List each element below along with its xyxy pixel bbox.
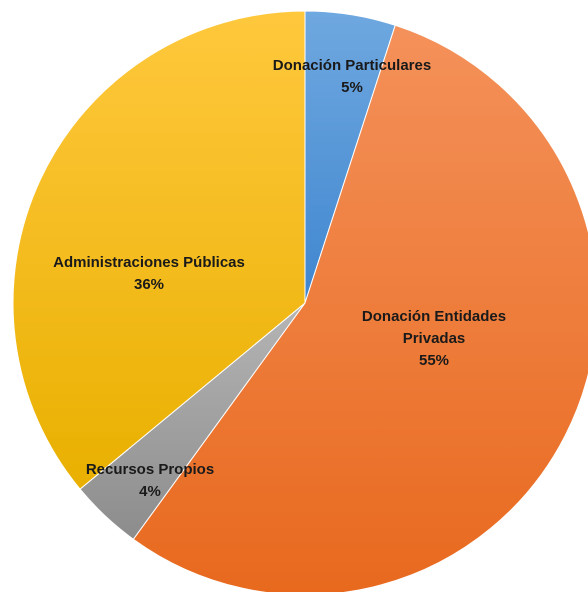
slice-data-label: Donación Entidades Privadas 55% [362, 308, 506, 369]
slice-data-label: Donación Particulares 5% [273, 57, 431, 96]
slice-percent-label: 36% [134, 276, 164, 293]
slice-category-label: Privadas [403, 330, 466, 347]
slice-category-label: Donación Entidades [362, 308, 506, 325]
labels-layer: Donación Particulares 5% Donación Entidade… [53, 57, 506, 500]
pie-slice [132, 24, 588, 592]
slice-percent-label: 4% [139, 483, 161, 500]
slice-category-label: Recursos Propios [86, 461, 214, 478]
slice-category-label: Donación Particulares [273, 57, 431, 74]
pie-slice [12, 10, 306, 490]
slice-data-label: Administraciones Públicas 36% [53, 254, 245, 293]
slice-data-label: Recursos Propios 4% [86, 461, 214, 500]
slices-layer [12, 10, 588, 592]
slice-percent-label: 5% [341, 79, 363, 96]
slice-percent-label: 55% [419, 352, 449, 369]
slice-category-label: Administraciones Públicas [53, 254, 245, 271]
